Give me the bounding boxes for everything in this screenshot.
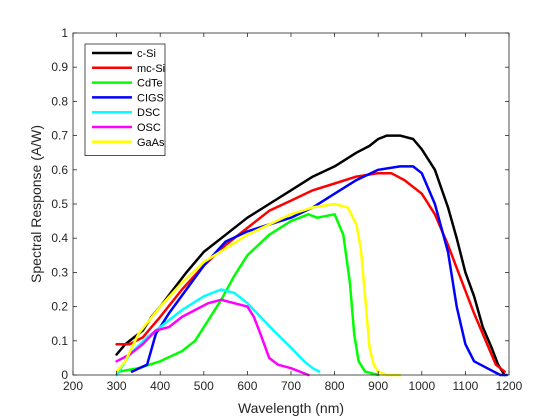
series-line-cdte <box>117 213 380 377</box>
y-axis-label: Spectral Response (A/W) <box>28 125 44 283</box>
series-layer <box>115 134 509 377</box>
legend: c-Si mc-Si CdTe CIGS DSC OSC GaAs <box>84 43 166 156</box>
legend-label: DSC <box>137 107 160 119</box>
x-tick-label: 900 <box>368 379 388 393</box>
y-tick-label: 0.1 <box>51 334 68 348</box>
legend-label: CdTe <box>137 78 163 90</box>
y-tick-label: 0.8 <box>51 94 68 108</box>
x-tick-label: 300 <box>107 379 127 393</box>
y-tick-label: 0.7 <box>51 129 68 143</box>
legend-label: mc-Si <box>137 63 165 75</box>
x-tick-label: 700 <box>281 379 301 393</box>
x-tick-label: 600 <box>237 379 257 393</box>
x-tick-label: 1000 <box>408 379 435 393</box>
series-line-gaas <box>115 202 402 377</box>
x-axis: 200 300 400 500 600 700 800 900 1000 1100 1200 <box>63 33 523 393</box>
x-tick-label: 1200 <box>496 379 523 393</box>
legend-box <box>84 43 166 156</box>
x-tick-label: 400 <box>150 379 170 393</box>
series-line-osc <box>115 298 310 377</box>
y-tick-label: 0.4 <box>51 231 68 245</box>
y-tick-label: 0 <box>61 368 68 382</box>
y-tick-label: 0.9 <box>51 60 68 74</box>
y-axis: 0 0.1 0.2 0.3 0.4 0.5 0.6 0.7 0.8 0.9 1 <box>51 26 509 382</box>
legend-label: OSC <box>137 122 161 134</box>
y-tick-label: 1 <box>61 26 68 40</box>
y-tick-label: 0.2 <box>51 300 68 314</box>
y-tick-label: 0.3 <box>51 265 68 279</box>
x-tick-label: 1100 <box>452 379 478 393</box>
y-tick-label: 0.6 <box>51 163 68 177</box>
series-line-cigs <box>130 165 509 377</box>
legend-label: c-Si <box>137 48 156 60</box>
x-tick-label: 200 <box>63 379 83 393</box>
y-tick-label: 0.5 <box>51 197 68 211</box>
legend-label: CIGS <box>137 92 164 104</box>
x-tick-label: 800 <box>325 379 345 393</box>
legend-label: GaAs <box>137 137 165 149</box>
series-line-mc-si <box>115 171 506 373</box>
x-tick-label: 500 <box>194 379 214 393</box>
x-axis-label: Wavelength (nm) <box>238 400 344 416</box>
